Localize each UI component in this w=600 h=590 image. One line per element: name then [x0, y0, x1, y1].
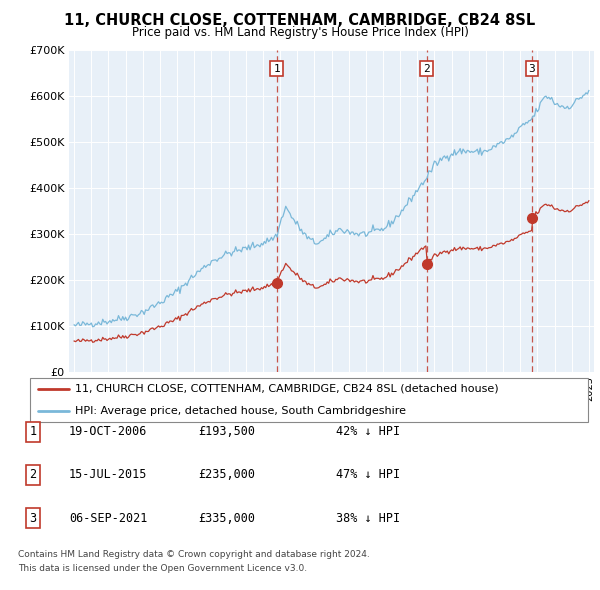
FancyBboxPatch shape: [30, 378, 588, 422]
Text: 1: 1: [29, 425, 37, 438]
Text: 19-OCT-2006: 19-OCT-2006: [69, 425, 148, 438]
Text: 11, CHURCH CLOSE, COTTENHAM, CAMBRIDGE, CB24 8SL: 11, CHURCH CLOSE, COTTENHAM, CAMBRIDGE, …: [64, 13, 536, 28]
Text: Price paid vs. HM Land Registry's House Price Index (HPI): Price paid vs. HM Land Registry's House …: [131, 26, 469, 39]
Text: £235,000: £235,000: [198, 468, 255, 481]
Text: 47% ↓ HPI: 47% ↓ HPI: [336, 468, 400, 481]
Text: 2: 2: [423, 64, 430, 74]
Text: 11, CHURCH CLOSE, COTTENHAM, CAMBRIDGE, CB24 8SL (detached house): 11, CHURCH CLOSE, COTTENHAM, CAMBRIDGE, …: [74, 384, 498, 394]
Text: Contains HM Land Registry data © Crown copyright and database right 2024.: Contains HM Land Registry data © Crown c…: [18, 550, 370, 559]
Text: 38% ↓ HPI: 38% ↓ HPI: [336, 512, 400, 525]
Text: 42% ↓ HPI: 42% ↓ HPI: [336, 425, 400, 438]
Text: 3: 3: [29, 512, 37, 525]
Text: 2: 2: [29, 468, 37, 481]
Text: This data is licensed under the Open Government Licence v3.0.: This data is licensed under the Open Gov…: [18, 565, 307, 573]
Text: 15-JUL-2015: 15-JUL-2015: [69, 468, 148, 481]
Text: £335,000: £335,000: [198, 512, 255, 525]
Text: 3: 3: [529, 64, 535, 74]
Text: £193,500: £193,500: [198, 425, 255, 438]
Text: HPI: Average price, detached house, South Cambridgeshire: HPI: Average price, detached house, Sout…: [74, 406, 406, 416]
Text: 06-SEP-2021: 06-SEP-2021: [69, 512, 148, 525]
Text: 1: 1: [273, 64, 280, 74]
